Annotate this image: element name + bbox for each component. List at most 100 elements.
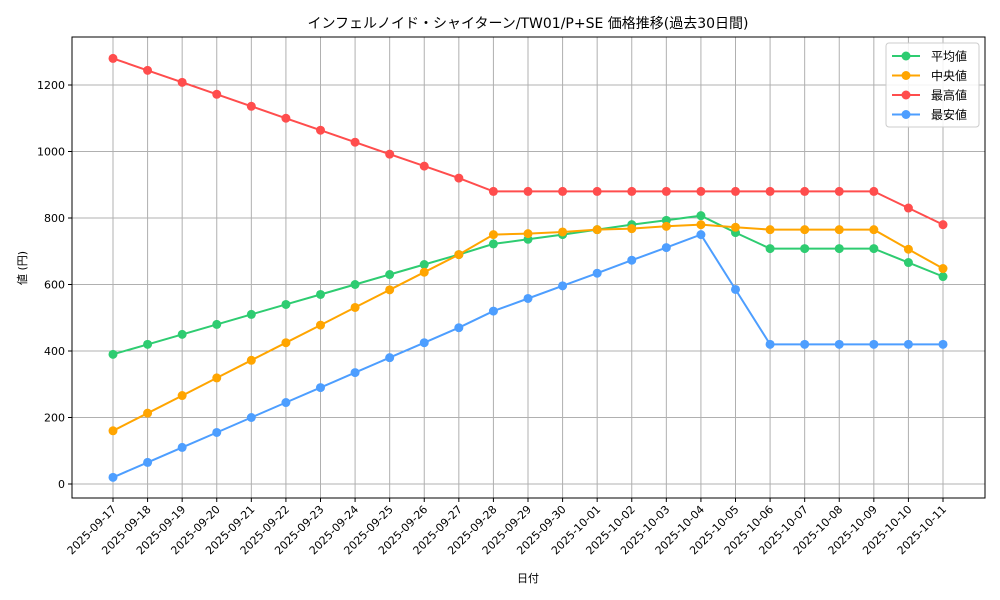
data-point-marker bbox=[350, 280, 360, 289]
data-point-marker bbox=[558, 186, 568, 196]
data-point-marker bbox=[592, 225, 602, 235]
data-point-marker bbox=[800, 186, 810, 196]
data-point-marker bbox=[350, 137, 360, 147]
legend-item: 中央値 bbox=[892, 68, 967, 83]
data-point-marker bbox=[869, 186, 879, 196]
data-point-marker bbox=[108, 472, 118, 482]
data-point-marker bbox=[246, 309, 256, 319]
data-point-marker bbox=[419, 260, 429, 270]
data-point-marker bbox=[523, 186, 533, 196]
data-point-marker bbox=[938, 272, 948, 282]
data-point-marker bbox=[869, 339, 879, 349]
legend-item: 最安値 bbox=[892, 107, 967, 122]
chart-title: インフェルノイド・シャイターン/TW01/P+SE 価格推移(過去30日間) bbox=[307, 16, 748, 32]
data-point-marker bbox=[488, 239, 498, 249]
data-point-marker bbox=[765, 225, 775, 235]
data-point-marker bbox=[281, 113, 291, 123]
data-point-marker bbox=[765, 339, 775, 349]
data-point-marker bbox=[385, 353, 395, 363]
series-3 bbox=[108, 230, 948, 482]
data-point-marker bbox=[143, 457, 153, 467]
data-point-marker bbox=[661, 243, 671, 253]
legend-marker-icon bbox=[901, 90, 911, 100]
data-point-marker bbox=[350, 302, 360, 312]
data-point-marker bbox=[592, 186, 602, 196]
data-point-marker bbox=[661, 221, 671, 231]
data-point-marker bbox=[696, 220, 706, 230]
data-point-marker bbox=[454, 323, 464, 333]
data-point-marker bbox=[454, 173, 464, 183]
y-tick-label: 1200 bbox=[37, 79, 65, 92]
legend-marker-icon bbox=[901, 51, 911, 61]
y-tick-label: 600 bbox=[44, 279, 65, 292]
data-point-marker bbox=[281, 398, 291, 408]
data-point-marker bbox=[212, 89, 222, 99]
data-point-marker bbox=[246, 101, 256, 111]
data-point-marker bbox=[627, 255, 637, 265]
data-point-marker bbox=[108, 426, 118, 436]
data-point-marker bbox=[765, 186, 775, 196]
data-point-marker bbox=[523, 229, 533, 239]
data-point-marker bbox=[800, 339, 810, 349]
data-point-marker bbox=[696, 230, 706, 240]
data-point-marker bbox=[903, 203, 913, 213]
data-point-marker bbox=[834, 225, 844, 235]
data-point-marker bbox=[903, 258, 913, 268]
y-tick-label: 1000 bbox=[37, 146, 65, 159]
data-point-marker bbox=[143, 408, 153, 418]
data-point-marker bbox=[523, 293, 533, 303]
data-point-marker bbox=[281, 299, 291, 309]
legend-box bbox=[885, 42, 980, 128]
legend-label: 最高値 bbox=[931, 88, 967, 103]
series-layer bbox=[108, 53, 948, 482]
legend-item: 最高値 bbox=[892, 88, 967, 103]
data-point-marker bbox=[869, 244, 879, 254]
data-point-marker bbox=[938, 264, 948, 274]
data-point-marker bbox=[419, 161, 429, 171]
data-point-marker bbox=[419, 338, 429, 348]
data-point-marker bbox=[143, 339, 153, 349]
legend-label: 最安値 bbox=[931, 107, 967, 122]
data-point-marker bbox=[212, 373, 222, 383]
data-point-marker bbox=[316, 383, 325, 393]
legend-label: 中央値 bbox=[931, 68, 967, 83]
data-point-marker bbox=[558, 227, 568, 237]
data-point-marker bbox=[143, 65, 153, 75]
series-1 bbox=[108, 220, 948, 436]
data-point-marker bbox=[834, 244, 844, 254]
data-point-marker bbox=[765, 244, 775, 254]
data-point-marker bbox=[834, 339, 844, 349]
data-point-marker bbox=[800, 225, 810, 235]
data-point-marker bbox=[454, 250, 464, 260]
data-point-marker bbox=[488, 230, 498, 240]
y-axis-label: 値 (円) bbox=[16, 251, 29, 285]
data-point-marker bbox=[177, 391, 187, 401]
data-point-marker bbox=[731, 284, 740, 294]
x-axis-ticks: 2025-09-172025-09-182025-09-192025-09-20… bbox=[65, 498, 949, 557]
data-point-marker bbox=[696, 186, 706, 196]
legend-marker-icon bbox=[901, 110, 911, 119]
data-point-marker bbox=[246, 413, 256, 422]
data-point-marker bbox=[488, 186, 498, 196]
data-point-marker bbox=[834, 186, 844, 196]
data-point-marker bbox=[696, 211, 706, 221]
data-point-marker bbox=[385, 270, 395, 280]
y-tick-label: 200 bbox=[44, 412, 65, 425]
data-point-marker bbox=[938, 339, 948, 349]
data-point-marker bbox=[316, 289, 325, 299]
data-point-marker bbox=[177, 77, 187, 87]
data-point-marker bbox=[246, 355, 256, 365]
data-point-marker bbox=[108, 53, 118, 63]
series-2 bbox=[108, 53, 948, 230]
data-point-marker bbox=[177, 442, 187, 452]
x-axis-label: 日付 bbox=[517, 572, 539, 585]
data-point-marker bbox=[350, 368, 360, 378]
data-point-marker bbox=[661, 186, 671, 196]
data-point-marker bbox=[627, 224, 637, 234]
data-point-marker bbox=[316, 320, 325, 330]
data-point-marker bbox=[903, 244, 913, 254]
data-point-marker bbox=[869, 225, 879, 235]
